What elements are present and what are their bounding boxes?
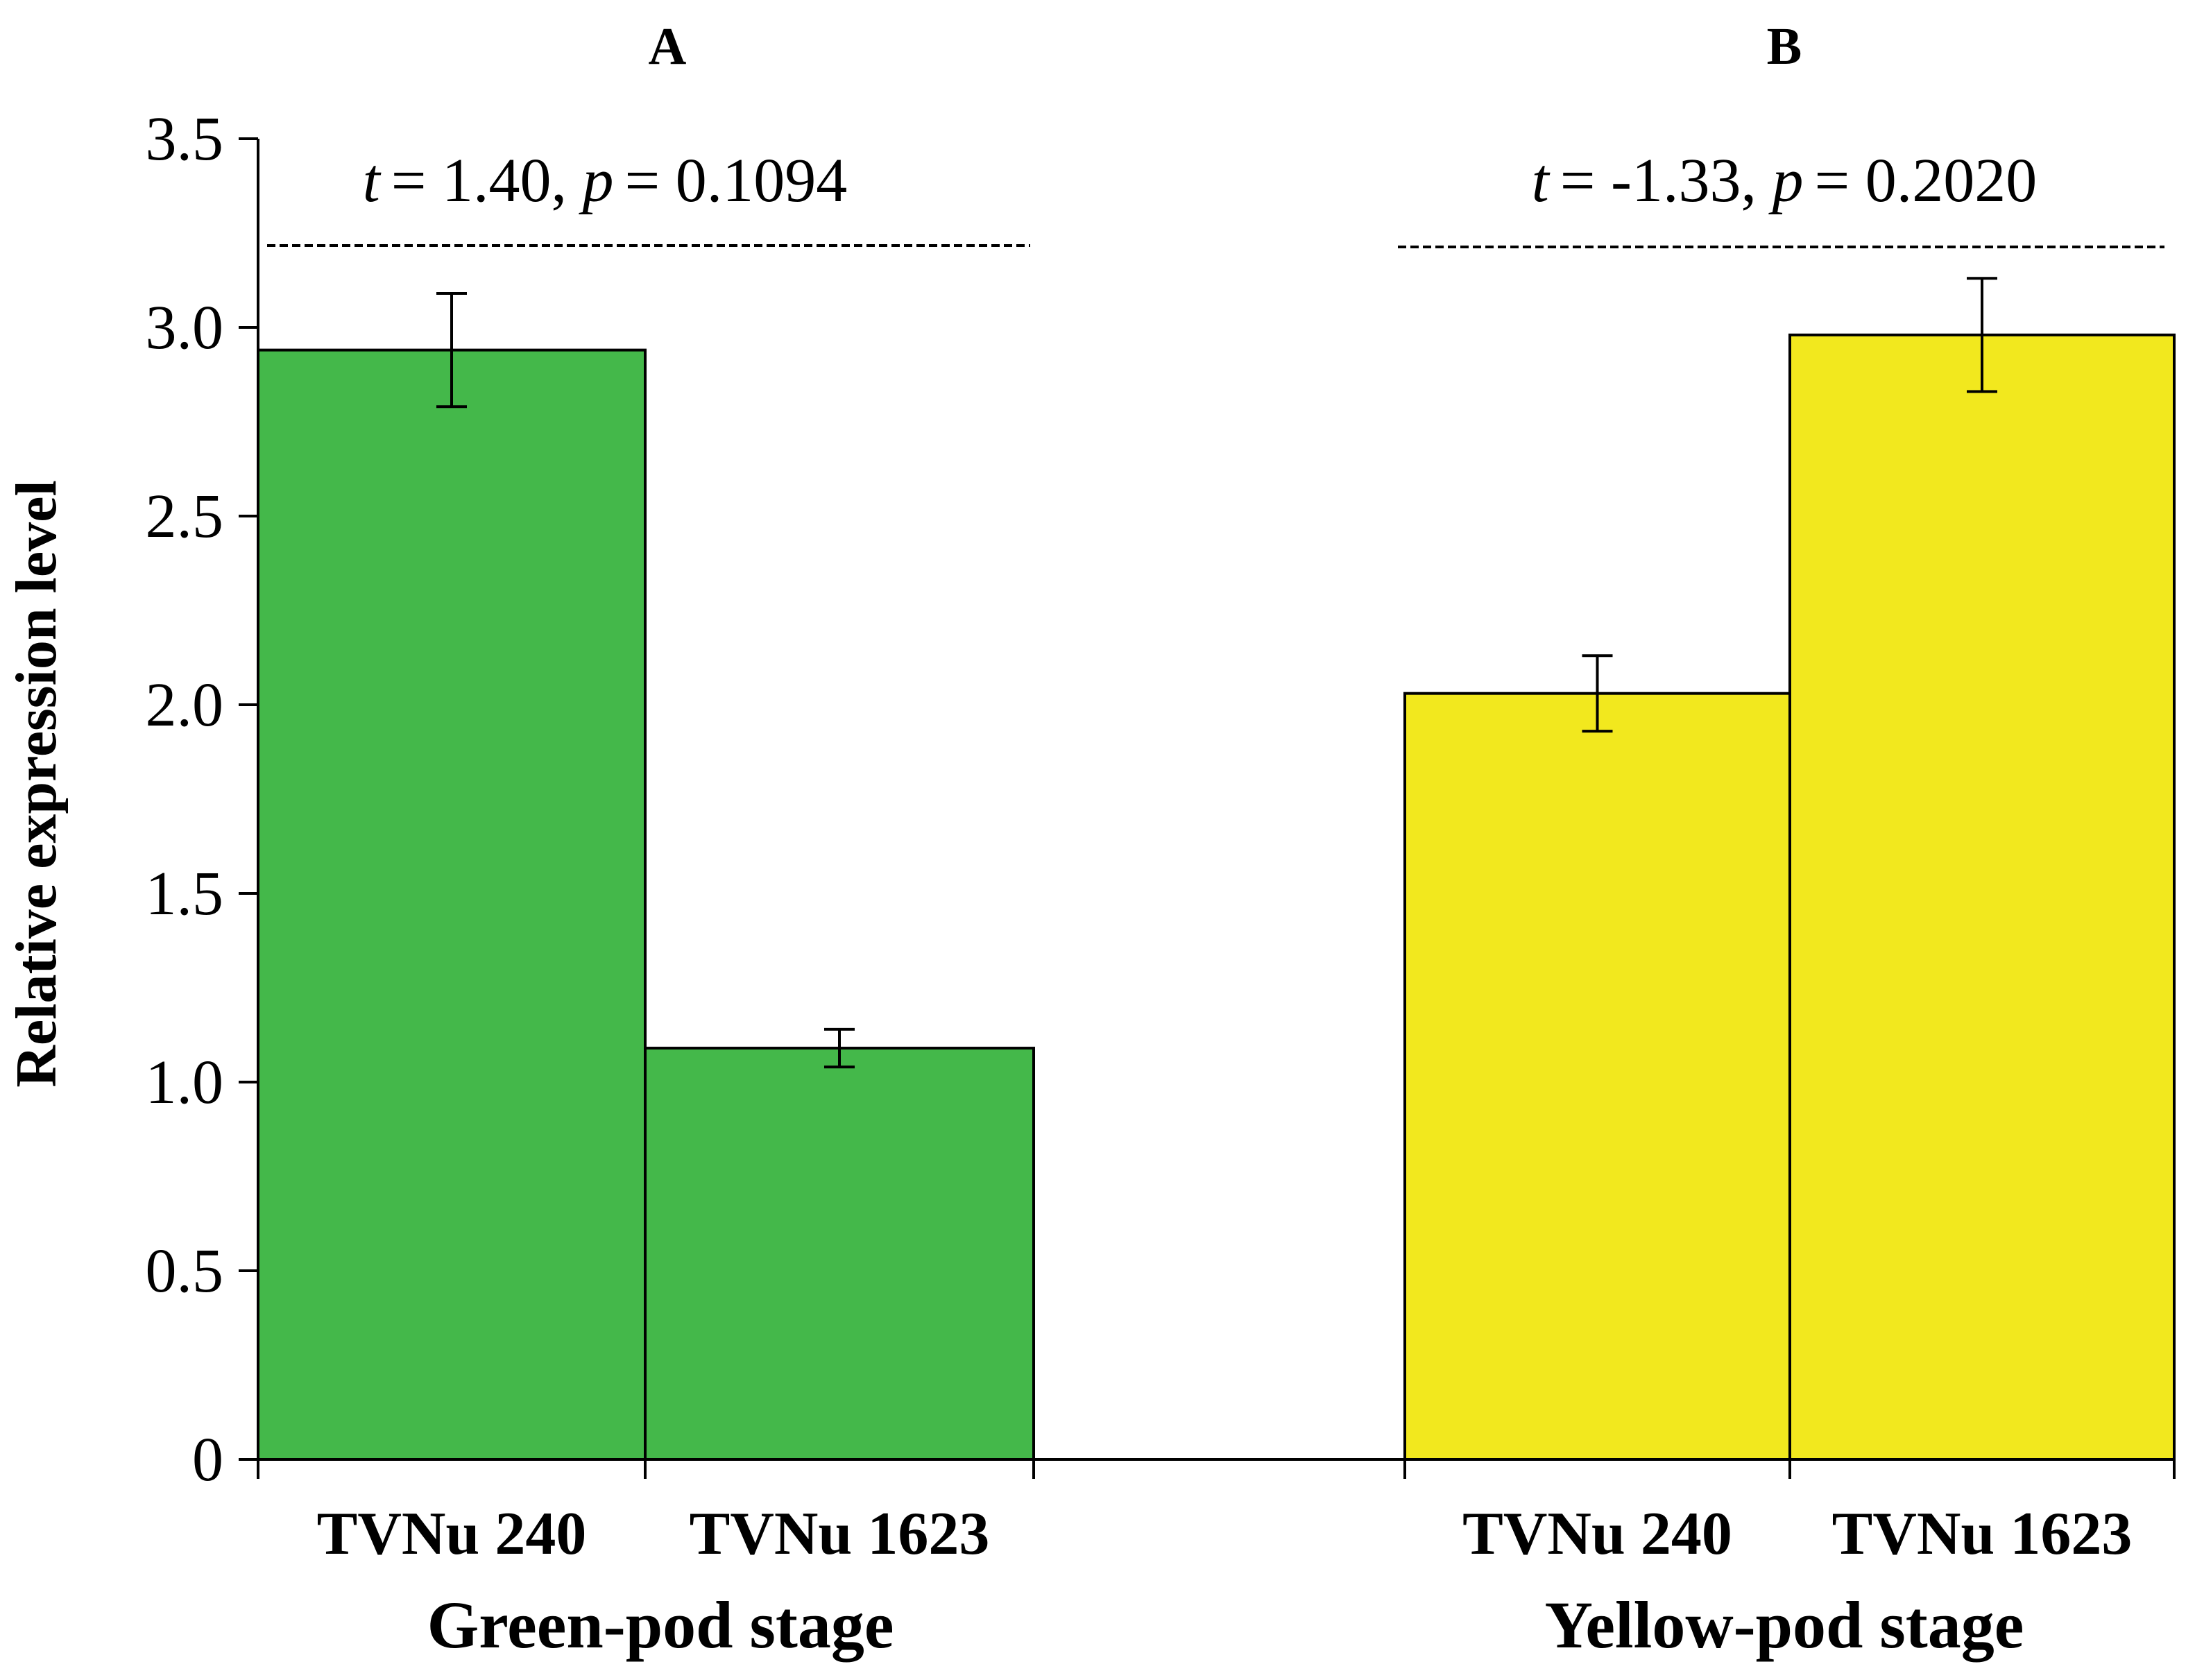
y-tick-label: 2.0 bbox=[146, 671, 224, 739]
panel-a-stats: t = 1.40, p = 0.1094 bbox=[363, 146, 848, 215]
panel-b-p-label: p bbox=[1768, 146, 1803, 215]
panel-a-p-label: p bbox=[579, 146, 614, 215]
category-label-yellow-2: TVNu 1623 bbox=[1832, 1500, 2133, 1568]
y-axis-label: Relative expression level bbox=[4, 480, 69, 1088]
panel-b-t-value: = -1.33, bbox=[1560, 146, 1773, 215]
bars-layer: TVNu 240 TVNu 1623 TVNu 240 TVNu 1623 bbox=[257, 277, 2176, 1568]
panel-a-stage-label: Green-pod stage bbox=[427, 1588, 894, 1662]
bar-green-2 bbox=[644, 1047, 1035, 1462]
y-tick-label: 3.5 bbox=[146, 105, 224, 173]
category-label-green-1: TVNu 240 bbox=[317, 1500, 587, 1568]
panel-b-stage-label: Yellow-pod stage bbox=[1545, 1588, 2024, 1662]
bar-yellow-2 bbox=[1788, 333, 2176, 1461]
axes-layer: 0 0.5 1.0 1.5 2.0 2.5 3.0 3.5 bbox=[146, 105, 2176, 1494]
category-label-green-2: TVNu 1623 bbox=[690, 1500, 990, 1568]
y-tick-label: 3.0 bbox=[146, 293, 224, 362]
panel-a-t-label: t bbox=[363, 146, 382, 215]
panel-b-t-label: t bbox=[1532, 146, 1551, 215]
panel-a-p-value: = 0.1094 bbox=[625, 146, 848, 215]
y-tick-label: 1.0 bbox=[146, 1048, 224, 1117]
panel-a-label: A bbox=[649, 17, 687, 76]
panel-a-t-value: = 1.40, bbox=[391, 146, 583, 215]
bar-yellow-1 bbox=[1403, 692, 1791, 1461]
y-tick-label: 0 bbox=[192, 1425, 223, 1494]
panel-b-stats: t = -1.33, p = 0.2020 bbox=[1532, 146, 2038, 215]
bar-green-1 bbox=[257, 348, 647, 1461]
y-tick-label: 1.5 bbox=[146, 859, 224, 928]
y-tick-label: 2.5 bbox=[146, 482, 224, 551]
category-label-yellow-1: TVNu 240 bbox=[1462, 1500, 1732, 1568]
panel-b-label: B bbox=[1767, 17, 1802, 76]
panel-b-p-value: = 0.2020 bbox=[1814, 146, 2037, 215]
y-tick-label: 0.5 bbox=[146, 1237, 224, 1305]
